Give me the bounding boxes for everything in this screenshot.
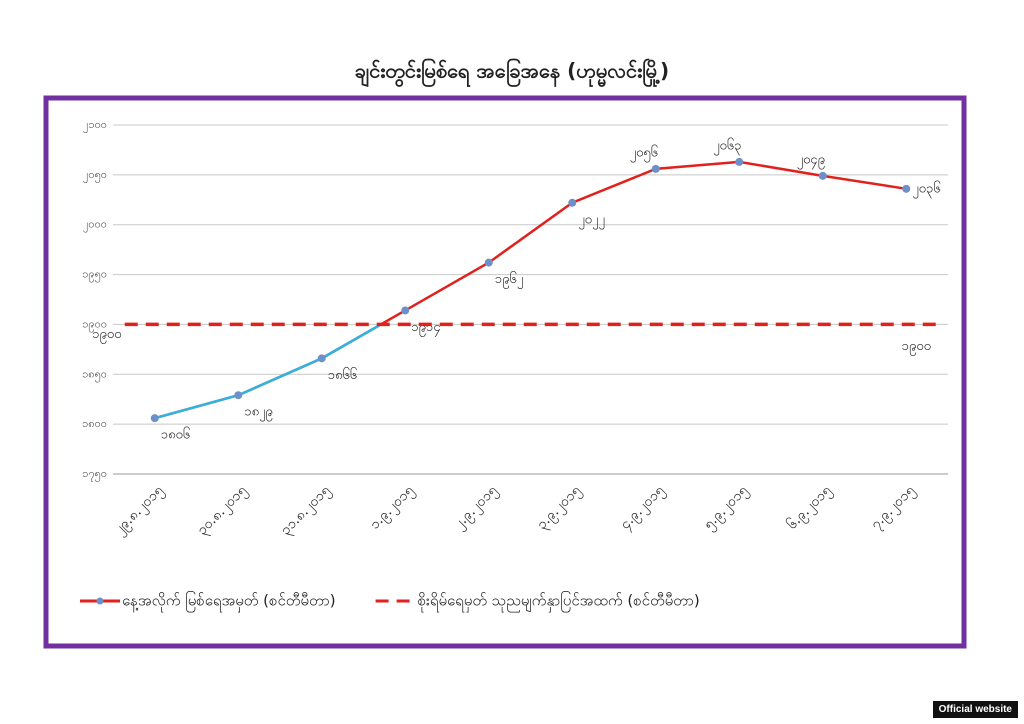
x-tick-label: ၂.၉.၂၀၁၅ [451, 482, 502, 533]
data-label: ၂၀၃၆ [912, 180, 940, 198]
y-tick-label: ၁၇၅၀ [82, 467, 107, 482]
data-point [401, 306, 410, 315]
legend-label: နေ့အလိုက် မြစ်ရေအမှတ် (စင်တီမီတာ) [122, 591, 336, 613]
data-label: ၂၀၄၉ [797, 152, 825, 169]
data-point [150, 414, 159, 423]
level-line [154, 160, 907, 420]
chart-title: ချင်းတွင်းမြစ်ရေ အခြေအနေ (ဟုမ္မလင်းမြို့… [355, 58, 669, 88]
data-point [902, 184, 911, 193]
y-tick-label: ၂၀၅၀ [83, 168, 107, 183]
y-tick-label: ၁၈၀၀ [82, 417, 107, 430]
x-tick-label: ၄.၉.၂၀၁၅ [617, 482, 669, 534]
y-tick-label: ၂၁၀၀ [83, 118, 107, 133]
data-point [651, 164, 660, 173]
data-label: ၂၀၂၂ [578, 212, 604, 229]
x-tick-label: ၂၉.၈.၂၀၁၅ [111, 482, 168, 539]
data-label: ၁၉၀၀ [92, 327, 121, 344]
x-tick-label: ၇.၉.၂၀၁၅ [868, 482, 920, 534]
data-point [818, 171, 827, 180]
level-line-below-danger [154, 324, 384, 420]
y-tick-label: ၁၉၅၀ [82, 268, 107, 283]
data-point [317, 354, 326, 363]
legend-label: စိုးရိမ်ရေမှတ် သုညမျက်နှာပြင်အထက် (စင်တီ… [418, 591, 700, 613]
frame [43, 95, 967, 649]
data-point [568, 198, 577, 207]
y-tick-label: ၁၉၀၀ [82, 317, 107, 332]
data-label: ၁၈၆၆ [328, 367, 357, 383]
data-point [484, 258, 493, 267]
y-tick-label: ၂၀၀၀ [83, 218, 107, 233]
data-label: ၁၈၂၉ [244, 405, 272, 422]
y-tick-label: ၁၈၅၀ [82, 367, 107, 382]
badge: Official website [932, 701, 1018, 718]
legend-marker [96, 597, 104, 605]
data-point [735, 157, 744, 166]
data-label: ၁၈၀၆ [161, 427, 190, 443]
x-tick-label: ၃၀.၈.၂၀၁၅ [194, 482, 251, 539]
x-tick-label: ၆.၉.၂၀၁၅ [784, 482, 836, 534]
x-tick-label: ၃.၉.၂၀၁၅ [534, 482, 586, 534]
data-point [234, 391, 243, 400]
data-label: ၁၉၁၄ [411, 320, 441, 337]
data-label: ၁၉၆၂ [495, 271, 523, 289]
x-tick-label: ၃၁.၈.၂၀၁၅ [277, 482, 334, 539]
data-label: ၂၀၅၆ [630, 144, 658, 162]
x-tick-label: ၁.၉.၂၀၁၅ [367, 482, 419, 534]
data-label: ၁၉၀၀ [902, 339, 931, 356]
data-label: ၂၀၆၃ [713, 137, 741, 155]
x-tick-label: ၅.၉.၂၀၁၅ [701, 482, 753, 534]
